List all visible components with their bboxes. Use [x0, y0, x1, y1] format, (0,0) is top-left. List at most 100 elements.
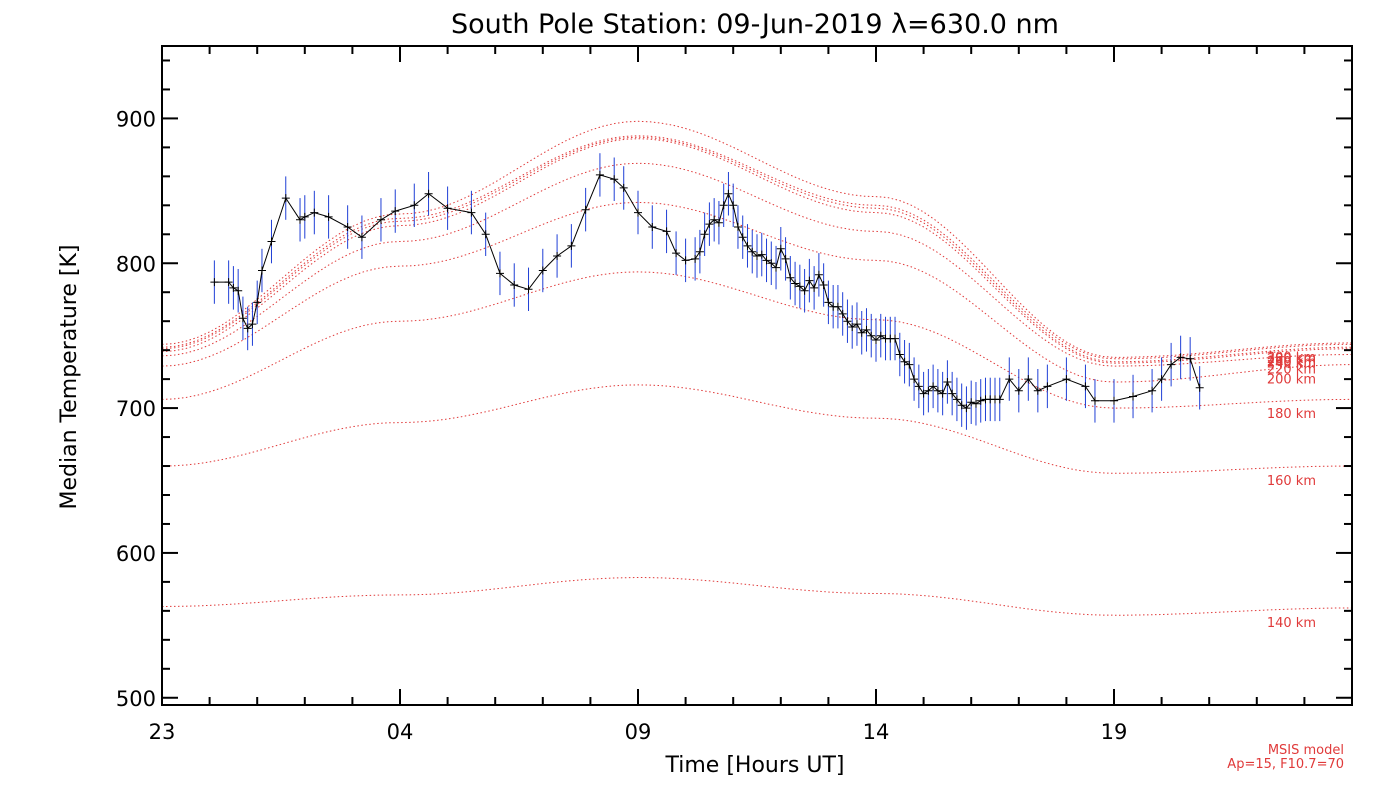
data-point-marker — [1110, 396, 1118, 405]
data-point-marker — [443, 204, 452, 213]
data-point-marker — [581, 205, 590, 214]
data-point-marker — [1024, 375, 1033, 384]
data-point-marker — [310, 208, 319, 217]
data-point-marker — [281, 194, 290, 203]
data-point-marker — [229, 283, 238, 292]
data-point-marker — [967, 398, 976, 407]
data-point-marker — [819, 281, 828, 289]
data-point-marker — [1167, 360, 1176, 369]
y-tick-label: 700 — [116, 397, 156, 421]
measured-series — [210, 0, 1204, 430]
data-point-marker — [481, 230, 490, 239]
data-point-marker — [786, 273, 795, 282]
data-point-marker — [648, 223, 657, 231]
data-point-marker — [738, 233, 747, 242]
data-point-marker — [1195, 383, 1204, 392]
data-point-marker — [243, 324, 252, 333]
model-curve-label: 300 km — [1267, 351, 1316, 366]
data-point-marker — [691, 254, 700, 263]
x-axis-label: Time [Hours UT] — [665, 753, 845, 778]
data-point-marker — [762, 256, 771, 265]
data-point-marker — [743, 241, 752, 250]
model-curve-label: 140 km — [1267, 616, 1316, 631]
y-axis-label: Median Temperature [K] — [57, 245, 82, 510]
data-point-marker — [595, 170, 604, 179]
data-point-marker — [748, 247, 757, 256]
data-point-marker — [705, 220, 714, 229]
y-tick-label: 900 — [116, 107, 156, 131]
model-curve-300-km — [161, 120, 1353, 358]
x-tick-label: 04 — [387, 720, 414, 744]
data-point-marker — [424, 189, 433, 198]
model-curve-label: 260 km — [1267, 355, 1316, 370]
data-point-marker — [800, 286, 809, 295]
data-point-marker — [891, 334, 899, 343]
data-point-marker — [943, 378, 952, 386]
data-point-marker — [1148, 386, 1157, 395]
x-tick-label: 14 — [863, 720, 890, 744]
data-point-marker — [496, 269, 504, 278]
plot-border — [161, 45, 1353, 706]
data-point-marker — [753, 252, 761, 260]
model-curve-label: 280 km — [1267, 352, 1316, 367]
data-point-marker — [867, 331, 876, 340]
data-point-marker — [553, 252, 562, 260]
model-curve-180-km — [161, 271, 1353, 409]
data-point-marker — [1081, 382, 1090, 391]
data-point-marker — [862, 325, 871, 334]
data-point-marker — [258, 266, 266, 275]
data-point-marker — [976, 396, 985, 405]
data-point-marker — [538, 266, 547, 275]
model-curve-220-km — [161, 162, 1353, 367]
plot-frame: 23 04 09 14 19 500 600 700 800 900 — [116, 45, 1353, 744]
data-point-marker — [238, 314, 247, 323]
data-point-marker — [224, 278, 233, 287]
data-point-marker — [1014, 386, 1023, 395]
data-point-marker — [343, 223, 352, 231]
data-point-marker — [895, 350, 904, 359]
data-point-marker — [995, 395, 1004, 404]
data-point-marker — [357, 233, 366, 242]
data-point-marker — [634, 208, 642, 217]
data-point-marker — [672, 249, 681, 258]
y-tick-label: 600 — [116, 542, 156, 566]
data-point-marker — [962, 404, 971, 413]
model-curve-label: 160 km — [1267, 474, 1316, 489]
model-curve-140-km — [161, 576, 1352, 616]
data-point-marker — [824, 298, 833, 307]
chart-title: South Pole Station: 09-Jun-2019 λ=630.0 … — [451, 9, 1059, 40]
data-point-marker — [948, 389, 957, 398]
model-curve-280-km — [161, 135, 1352, 360]
data-point-marker — [776, 244, 785, 253]
data-point-marker — [876, 331, 885, 340]
data-point-marker — [772, 263, 780, 272]
data-point-marker — [972, 399, 980, 408]
data-point-marker — [719, 201, 728, 210]
data-point-marker — [1043, 382, 1052, 391]
data-point-marker — [872, 336, 880, 344]
data-point-marker — [467, 208, 476, 217]
data-point-marker — [1157, 375, 1166, 384]
data-point-marker — [710, 215, 719, 224]
model-curve-label: 240 km — [1267, 357, 1316, 372]
data-point-marker — [1033, 386, 1042, 395]
data-point-marker — [524, 285, 533, 294]
data-point-marker — [914, 382, 923, 391]
data-point-marker — [933, 386, 942, 395]
data-point-marker — [757, 250, 766, 259]
y-tick-label: 800 — [116, 252, 156, 276]
model-annotation-name: MSIS model — [1268, 743, 1344, 758]
data-point-marker — [810, 283, 819, 292]
model-curve-label: 200 km — [1267, 373, 1316, 388]
data-point-marker — [795, 282, 804, 291]
data-point-marker — [838, 309, 847, 318]
data-point-marker — [695, 247, 704, 256]
data-point-marker — [300, 212, 309, 221]
data-point-marker — [814, 270, 823, 279]
data-point-marker — [248, 320, 257, 329]
data-point-marker — [296, 215, 304, 224]
data-point-marker — [210, 278, 219, 287]
data-point-marker — [714, 218, 723, 227]
